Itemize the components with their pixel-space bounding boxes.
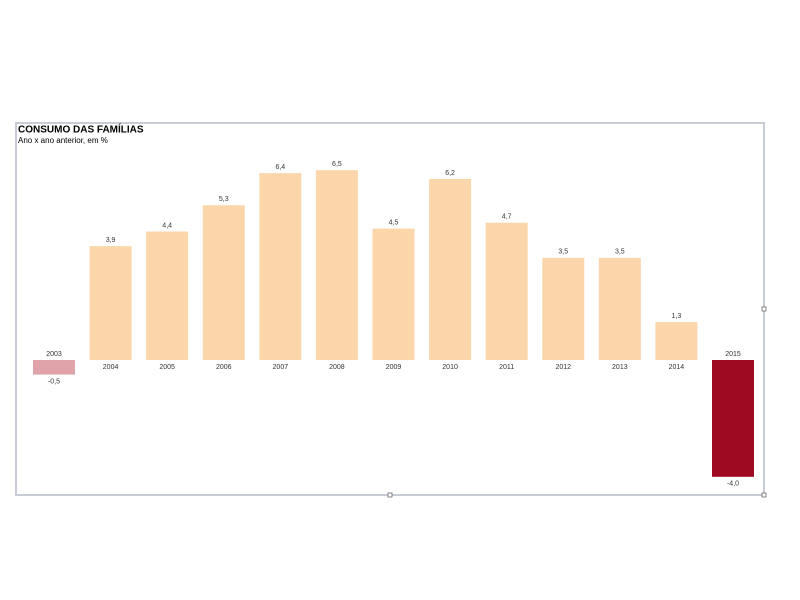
value-label: 3,5	[558, 249, 568, 256]
x-tick-label: 2010	[442, 364, 458, 371]
value-label: 3,5	[615, 249, 625, 256]
x-tick-label: 2006	[216, 364, 232, 371]
bar	[89, 246, 132, 360]
value-label: -4,0	[727, 481, 739, 488]
value-label: 4,4	[162, 222, 172, 229]
bar	[259, 173, 302, 360]
value-label: 6,4	[275, 164, 285, 171]
resize-handle	[387, 492, 393, 498]
value-label: 3,9	[106, 237, 116, 244]
chart-title: CONSUMO DAS FAMÍLIAS	[18, 123, 144, 136]
bar	[542, 257, 585, 360]
value-label: 4,7	[502, 214, 512, 221]
bar	[485, 222, 528, 360]
x-tick-label: 2005	[159, 364, 175, 371]
resize-handle	[761, 306, 767, 312]
x-tick-label: 2015	[725, 351, 741, 358]
bar	[146, 231, 189, 360]
bar	[33, 360, 75, 375]
x-tick-label: 2008	[329, 364, 345, 371]
x-tick-label: 2009	[386, 364, 402, 371]
bar	[202, 205, 245, 360]
x-tick-label: 2013	[612, 364, 628, 371]
x-tick-label: 2007	[273, 364, 289, 371]
bar	[372, 228, 415, 360]
bar	[655, 322, 698, 360]
bar	[315, 170, 358, 360]
chart-subtitle: Ano x ano anterior, em %	[18, 136, 108, 145]
value-label: 5,3	[219, 196, 229, 203]
value-label: -0,5	[48, 378, 60, 385]
bar	[598, 257, 641, 360]
value-label: 6,2	[445, 170, 455, 177]
bar	[429, 178, 472, 360]
value-label: 1,3	[672, 313, 682, 320]
value-label: 6,5	[332, 161, 342, 168]
value-label: 4,5	[389, 219, 399, 226]
resize-handle	[761, 492, 767, 498]
x-tick-label: 2014	[669, 364, 685, 371]
x-tick-label: 2004	[103, 364, 119, 371]
bar	[712, 360, 754, 477]
x-tick-label: 2012	[555, 364, 571, 371]
x-tick-label: 2003	[46, 351, 62, 358]
x-tick-label: 2011	[499, 364, 514, 371]
